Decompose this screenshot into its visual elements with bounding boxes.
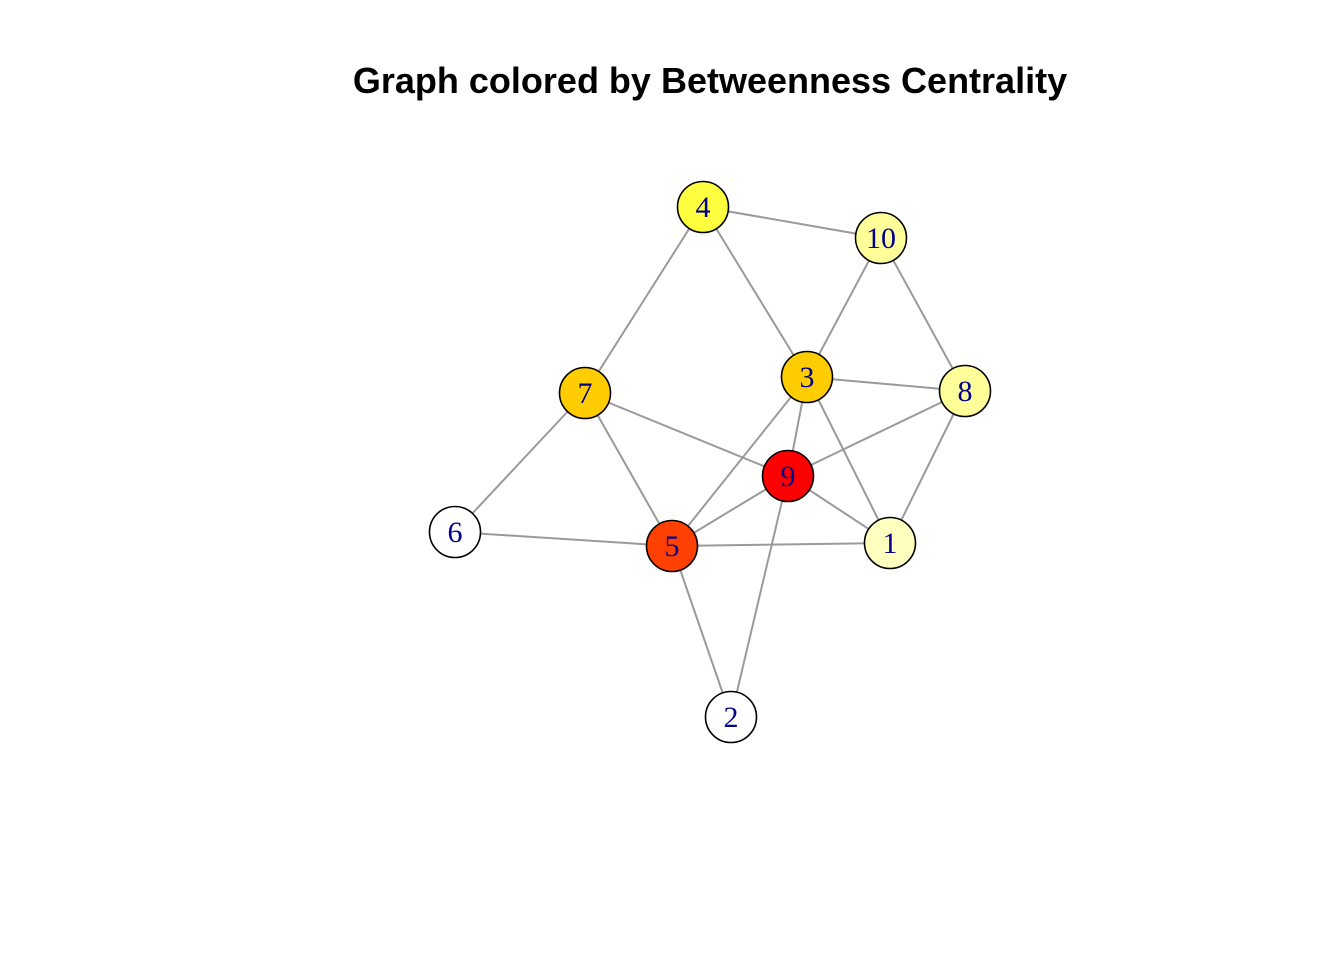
edge-8-1: [889, 390, 966, 544]
node-circle-1: [863, 516, 917, 570]
node-label-5: 5: [665, 530, 680, 563]
node-circle-2: [704, 690, 758, 744]
edge-10-8: [880, 237, 966, 392]
node-circle-3: [780, 350, 834, 404]
node-8: 8: [938, 364, 992, 418]
node-label-7: 7: [578, 377, 593, 410]
edge-3-1: [806, 376, 891, 544]
node-5: 5: [645, 519, 699, 573]
edge-3-8: [806, 376, 966, 392]
node-label-6: 6: [448, 516, 463, 549]
node-9: 9: [761, 449, 815, 503]
node-label-2: 2: [724, 701, 739, 734]
edge-7-6: [454, 392, 586, 533]
plot-title: Graph colored by Betweenness Centrality: [353, 60, 1067, 101]
node-10: 10: [854, 211, 908, 265]
edge-8-9: [787, 390, 966, 477]
node-label-1: 1: [883, 527, 898, 560]
node-label-3: 3: [800, 361, 815, 394]
edge-4-7: [584, 206, 704, 394]
node-circle-4: [676, 180, 730, 234]
edge-4-3: [702, 206, 808, 378]
node-circle-7: [558, 366, 612, 420]
node-label-10: 10: [866, 222, 896, 255]
node-7: 7: [558, 366, 612, 420]
node-4: 4: [676, 180, 730, 234]
node-circle-9: [761, 449, 815, 503]
edges-layer: [454, 206, 966, 718]
edge-7-5: [584, 392, 673, 547]
node-circle-6: [428, 505, 482, 559]
node-1: 1: [863, 516, 917, 570]
edge-5-2: [671, 545, 732, 718]
edge-4-10: [702, 206, 882, 239]
node-circle-5: [645, 519, 699, 573]
node-3: 3: [780, 350, 834, 404]
node-circle-10: [854, 211, 908, 265]
edge-7-9: [584, 392, 789, 477]
node-label-9: 9: [781, 460, 796, 493]
edge-3-5: [671, 376, 808, 547]
edge-6-5: [454, 531, 673, 547]
node-6: 6: [428, 505, 482, 559]
edge-9-2: [730, 475, 789, 718]
node-label-4: 4: [696, 191, 711, 224]
node-label-8: 8: [958, 375, 973, 408]
node-2: 2: [704, 690, 758, 744]
node-circle-8: [938, 364, 992, 418]
edge-5-1: [671, 542, 891, 547]
nodes-layer: 1 2 3 4 5 6 7 8 9 10: [428, 180, 992, 744]
